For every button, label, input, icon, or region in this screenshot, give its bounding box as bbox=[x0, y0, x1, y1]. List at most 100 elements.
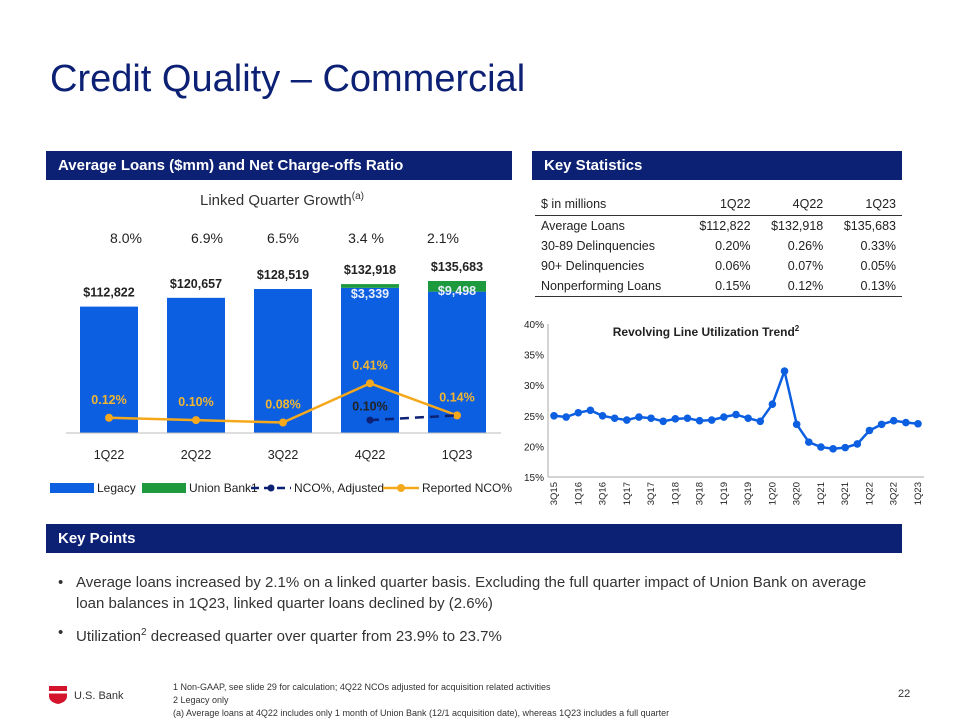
y-tick-label: 15% bbox=[524, 473, 544, 484]
table-cell: 0.06% bbox=[715, 259, 751, 273]
y-tick-label: 40% bbox=[524, 320, 544, 331]
legend-legacy-swatch bbox=[50, 483, 94, 493]
legend-union-bank-label: Union Bank1 bbox=[189, 481, 258, 495]
utilization-point bbox=[720, 413, 728, 421]
usbank-logo: U.S. Bank bbox=[47, 683, 142, 705]
utilization-point bbox=[598, 412, 607, 420]
utilization-point bbox=[780, 367, 789, 375]
table-cell: 0.13% bbox=[829, 276, 902, 297]
total-label: $120,657 bbox=[170, 277, 222, 291]
utilization-point bbox=[550, 412, 558, 420]
growth-label: 3.4 % bbox=[348, 230, 384, 246]
utilization-point bbox=[865, 426, 874, 435]
y-tick-label: 30% bbox=[524, 381, 544, 392]
linked-quarter-text: Linked Quarter Growth bbox=[200, 192, 352, 209]
x-tick-label: 3Q17 bbox=[646, 482, 657, 505]
table-row: Nonperforming Loans 0.15% 0.12% 0.13% bbox=[535, 276, 902, 297]
legend-adjusted-label: NCO%, Adjusted bbox=[294, 481, 384, 495]
x-tick-label: 1Q23 bbox=[913, 482, 924, 505]
legend-reported-marker bbox=[397, 484, 405, 492]
growth-label: 6.9% bbox=[191, 230, 223, 246]
table-cell: 30-89 Delinquencies bbox=[541, 239, 655, 253]
total-label: $132,918 bbox=[344, 263, 396, 277]
table-cell: $132,918 bbox=[771, 219, 824, 233]
x-tick-label: 4Q22 bbox=[355, 448, 386, 462]
y-tick-label: 25% bbox=[524, 412, 544, 423]
chart-title-text: Revolving Line Utilization Trend bbox=[613, 325, 795, 339]
utilization-point bbox=[744, 414, 752, 423]
reported-nco-label: 0.14% bbox=[439, 390, 474, 404]
legend-reported-label: Reported NCO% bbox=[422, 481, 512, 495]
x-tick-label: 1Q21 bbox=[816, 482, 827, 505]
utilization-point bbox=[647, 414, 655, 423]
x-tick-label: 3Q22 bbox=[889, 482, 900, 505]
x-tick-label: 3Q16 bbox=[598, 482, 609, 505]
legend-legacy-label: Legacy bbox=[97, 481, 136, 495]
key-statistics-table: $ in millions 1Q22 4Q22 1Q23 Average Loa… bbox=[535, 193, 902, 297]
utilization-point bbox=[671, 415, 680, 423]
x-tick-label: 3Q20 bbox=[792, 482, 803, 505]
logo-text: U.S. Bank bbox=[74, 690, 124, 702]
column-header: 4Q22 bbox=[756, 193, 830, 216]
utilization-point bbox=[805, 438, 813, 446]
chart-title: Revolving Line Utilization Trend2 bbox=[613, 324, 800, 339]
union-bank-bar bbox=[341, 284, 399, 288]
utilization-line bbox=[553, 366, 919, 451]
union-bank-bar bbox=[428, 281, 486, 292]
utilization-point bbox=[623, 416, 631, 424]
utilization-point bbox=[732, 410, 740, 419]
reported-nco-label: 0.10% bbox=[178, 395, 213, 409]
union-bank-label: $3,339 bbox=[351, 287, 389, 301]
reported-nco-label: 0.08% bbox=[265, 398, 300, 412]
x-tick-label: 2Q22 bbox=[181, 448, 212, 462]
utilization-point bbox=[610, 414, 619, 423]
key-point-item: Average loans increased by 2.1% on a lin… bbox=[58, 572, 888, 614]
table-row: 90+ Delinquencies 0.06% 0.07% 0.05% bbox=[535, 256, 902, 276]
footnote: 2 Legacy only bbox=[173, 695, 229, 705]
loans-bar-chart: $112,822 1Q22 $120,657 2Q22 $128,519 3Q22 $132… bbox=[50, 260, 512, 495]
x-tick-label: 3Q18 bbox=[695, 482, 706, 505]
utilization-point bbox=[817, 443, 825, 451]
x-tick-label: 1Q22 bbox=[864, 482, 875, 505]
utilization-point bbox=[841, 443, 849, 452]
table-row: Average Loans $112,822 $132,918 $135,683 bbox=[535, 216, 902, 237]
utilization-point bbox=[902, 418, 910, 427]
x-tick-label: 3Q15 bbox=[549, 482, 560, 505]
x-tick-label: 3Q21 bbox=[840, 482, 851, 505]
loans-section-header: Average Loans ($mm) and Net Charge-offs … bbox=[46, 151, 512, 180]
table-cell: $112,822 bbox=[699, 219, 751, 233]
legend-adjusted-marker bbox=[267, 484, 275, 492]
legacy-bar bbox=[341, 287, 399, 433]
table-cell: 90+ Delinquencies bbox=[541, 259, 645, 273]
x-tick-label: 1Q19 bbox=[719, 482, 730, 505]
utilization-point bbox=[586, 406, 595, 415]
utilization-point bbox=[792, 420, 801, 429]
table-cell: 0.12% bbox=[756, 276, 830, 297]
table-cell: 0.26% bbox=[787, 239, 824, 253]
legacy-bar bbox=[254, 289, 312, 433]
footnote: (a) Average loans at 4Q22 includes only … bbox=[173, 708, 670, 718]
x-tick-label: 3Q19 bbox=[743, 482, 754, 505]
table-cell: Nonperforming Loans bbox=[535, 276, 685, 297]
adjusted-nco-point bbox=[366, 416, 374, 424]
column-header: 1Q23 bbox=[829, 193, 902, 216]
utilization-point bbox=[562, 413, 570, 421]
y-tick-label: 35% bbox=[524, 351, 544, 362]
growth-label: 6.5% bbox=[267, 230, 299, 246]
linked-quarter-growth-label: Linked Quarter Growth(a) bbox=[200, 191, 364, 209]
adjusted-nco-label: 0.10% bbox=[352, 399, 387, 413]
x-tick-label: 1Q16 bbox=[573, 482, 584, 505]
utilization-point bbox=[635, 413, 643, 421]
utilization-point bbox=[695, 416, 704, 425]
reported-nco-point bbox=[453, 411, 461, 420]
footnote-ref: 2 bbox=[141, 627, 147, 638]
table-cell: $135,683 bbox=[843, 219, 896, 233]
utilization-point bbox=[889, 416, 898, 425]
utilization-point bbox=[707, 416, 716, 424]
x-tick-label: 1Q17 bbox=[622, 482, 633, 505]
x-tick-label: 1Q20 bbox=[767, 482, 778, 505]
footnotes: 1 Non-GAAP, see slide 29 for calculation… bbox=[173, 681, 669, 720]
column-header: $ in millions bbox=[535, 193, 685, 216]
reported-nco-point bbox=[366, 379, 374, 388]
utilization-point bbox=[574, 408, 583, 417]
